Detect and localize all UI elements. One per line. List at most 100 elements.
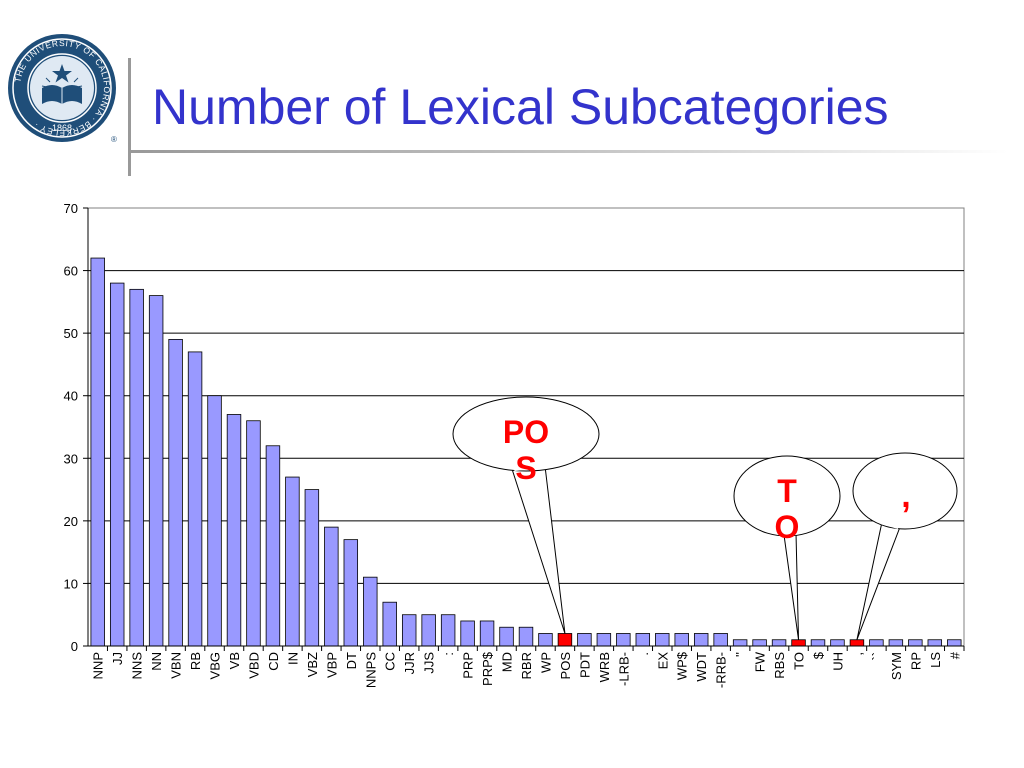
- x-tick-label: .: [636, 652, 651, 656]
- bar-38: [830, 639, 845, 647]
- registered-mark: ®: [111, 135, 117, 144]
- x-tick-label: RP: [908, 652, 923, 670]
- bar-13: [343, 539, 359, 647]
- bar-4: [168, 338, 183, 647]
- callout-tail: [783, 532, 800, 640]
- bar-20: [479, 620, 495, 647]
- bar-32: [713, 633, 728, 647]
- bar-23: [538, 633, 553, 647]
- callout-seam: [880, 519, 900, 529]
- bar-8: [246, 420, 261, 647]
- x-tick-label: JJS: [422, 652, 437, 674]
- title-horizontal-rule: [128, 150, 1008, 153]
- x-tick-label: #: [947, 651, 962, 659]
- bar-2: [129, 288, 144, 647]
- bar-40: [869, 639, 884, 647]
- x-tick-label: PRP: [461, 652, 476, 679]
- x-tick-label: DT: [344, 652, 359, 669]
- x-tick-label: WP: [538, 652, 553, 673]
- callout-seam: [512, 463, 546, 471]
- x-tick-label: LS: [928, 652, 943, 668]
- callout-text-line: ,: [901, 477, 911, 515]
- callout-comma-text: ,: [886, 478, 926, 514]
- callout-tail: [856, 521, 901, 640]
- x-tick-label: JJ: [110, 652, 125, 665]
- x-tick-label: RB: [188, 652, 203, 670]
- bar-31: [693, 633, 709, 647]
- bar-5: [187, 351, 203, 647]
- callout-ellipse: [452, 396, 600, 472]
- x-tick-label: WP$: [675, 651, 690, 680]
- x-tick-label: NNS: [130, 652, 145, 680]
- callout-text-line: S: [515, 450, 537, 486]
- x-tick-label: PRP$: [480, 651, 495, 686]
- bar-14: [363, 576, 378, 647]
- callout-text-line: PO: [502, 414, 550, 450]
- x-tick-label: :: [441, 652, 456, 656]
- x-axis: NNP JJ NNS NN VBN RB VBG VB VBD CD IN VBZ VBP DT NNPS C…: [88, 645, 965, 688]
- bar-26: [596, 633, 612, 647]
- x-tick-label: RBR: [519, 652, 534, 679]
- x-tick-label: VBD: [246, 652, 261, 679]
- bar-29: [655, 633, 670, 647]
- x-tick-label: FW: [753, 651, 768, 672]
- x-tick-label: IN: [285, 652, 300, 665]
- seal-graphic: THE UNIVERSITY OF CALIFORNIA · BERKELEY …: [8, 34, 117, 144]
- x-tick-label: VBN: [169, 652, 184, 679]
- x-tick-label: NNPS: [363, 652, 378, 688]
- bar-22: [518, 626, 534, 647]
- y-tick-label: 50: [64, 326, 78, 341]
- x-tick-label: TO: [792, 652, 807, 670]
- bar-35: [771, 639, 787, 647]
- x-tick-label: POS: [558, 652, 573, 680]
- callout-seam: [784, 530, 797, 537]
- bar-30: [674, 633, 689, 647]
- y-axis: 0 10 20 30 40 50 60 70: [64, 201, 89, 654]
- callout-text-line: O: [774, 509, 800, 545]
- y-tick-label: 20: [64, 514, 78, 529]
- x-tick-label: UH: [830, 652, 845, 671]
- x-tick-label: RBS: [772, 652, 787, 679]
- x-tick-label: VBG: [208, 652, 223, 679]
- bar-27: [616, 633, 631, 647]
- x-tick-label: VBP: [324, 652, 339, 678]
- bar-34: [752, 639, 767, 647]
- bar-21: [499, 626, 514, 647]
- bar-15: [382, 601, 397, 647]
- bar-36: [791, 639, 806, 647]
- bar-6: [207, 395, 222, 647]
- seal-year: 1868: [52, 123, 72, 133]
- bar-11: [304, 489, 320, 647]
- x-tick-label: -LRB-: [616, 652, 631, 686]
- callout-ellipse: [852, 452, 958, 530]
- bar-7: [226, 414, 242, 647]
- x-tick-label: ,: [850, 652, 865, 656]
- bar-43: [927, 639, 943, 647]
- x-tick-label: -RRB-: [714, 652, 729, 688]
- bar-44: [947, 639, 962, 647]
- x-tick-label: NNP: [91, 652, 106, 679]
- bar-18: [440, 614, 456, 647]
- bar-9: [265, 445, 281, 647]
- bar-12: [324, 526, 339, 647]
- x-tick-label: VB: [227, 652, 242, 669]
- y-tick-label: 30: [64, 451, 78, 466]
- x-tick-label: '': [733, 652, 748, 657]
- x-tick-label: VBZ: [305, 652, 320, 677]
- title-vertical-rule: [128, 58, 131, 176]
- x-tick-label: SYM: [889, 652, 904, 680]
- x-tick-label: $: [811, 651, 826, 659]
- x-tick-label: MD: [500, 652, 515, 672]
- x-tick-label: JJR: [402, 652, 417, 674]
- x-tick-label: CC: [383, 652, 398, 671]
- x-tick-label: CD: [266, 652, 281, 671]
- y-tick-label: 60: [64, 264, 78, 279]
- x-tick-label: WDT: [694, 652, 709, 682]
- bar-28: [635, 633, 651, 647]
- y-tick-label: 10: [64, 576, 78, 591]
- bar-1: [109, 282, 125, 647]
- bar-24: [557, 633, 573, 647]
- bar-25: [577, 633, 592, 647]
